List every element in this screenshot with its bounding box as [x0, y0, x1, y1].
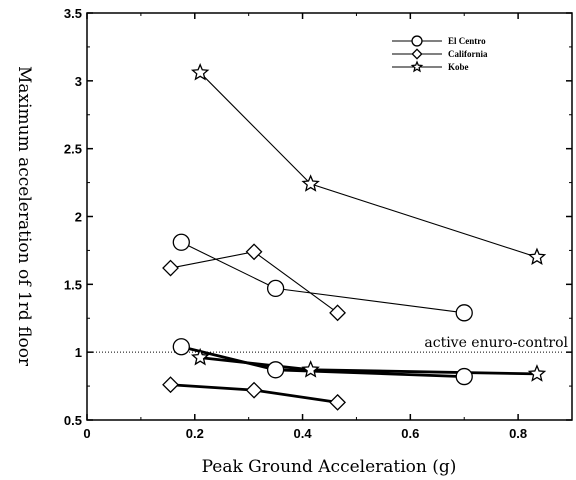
- series-line-california-uncontrolled: [170, 251, 338, 314]
- data-point-el-centro-uncontrolled: [266, 279, 285, 298]
- legend-label-kobe: Kobe: [448, 62, 469, 72]
- data-point-california-uncontrolled: [329, 304, 347, 322]
- data-point-el-centro-uncontrolled: [455, 304, 473, 322]
- y-tick-label: 2.5: [64, 142, 82, 157]
- legend-marker-el-centro: [411, 35, 423, 47]
- y-tick-label: 3: [75, 74, 82, 89]
- reference-line-label: active enuro-control: [424, 335, 568, 351]
- data-point-el-centro-controlled: [266, 361, 285, 379]
- legend-label-california: California: [448, 49, 488, 59]
- series-line-kobe-uncontrolled: [199, 72, 538, 258]
- data-point-kobe-uncontrolled: [527, 247, 547, 266]
- data-point-california-controlled: [162, 376, 179, 394]
- data-point-california-uncontrolled: [245, 243, 263, 261]
- legend-marker-california: [411, 48, 423, 60]
- y-axis-title: Maximum acceleration of 1rd floor: [14, 66, 34, 367]
- tick-labels: 0 0.2 0.4 0.6 0.8 0.5 1 1.5 2 2.5 3 3.5: [64, 6, 527, 441]
- x-axis-title: Peak Ground Acceleration (g): [202, 457, 457, 477]
- plot-area: [86, 12, 573, 421]
- y-tick-label: 2: [75, 210, 82, 225]
- data-point-kobe-controlled: [301, 360, 320, 378]
- ticks: [86, 12, 573, 421]
- x-tick-label: 0: [83, 426, 90, 441]
- x-tick-label: 0.4: [294, 426, 313, 441]
- plot-frame: [86, 12, 573, 421]
- y-tick-label: 1.5: [64, 277, 82, 292]
- data-point-el-centro-controlled: [455, 367, 473, 386]
- data-point-el-centro-controlled: [172, 338, 190, 356]
- data-point-kobe-controlled: [190, 347, 210, 366]
- y-tick-label: 1: [75, 345, 82, 360]
- y-tick-label: 3.5: [64, 6, 82, 21]
- legend: El Centro California Kobe: [392, 35, 488, 73]
- x-tick-label: 0.6: [401, 426, 419, 441]
- data-point-california-uncontrolled: [162, 259, 179, 277]
- y-tick-label: 0.5: [64, 413, 82, 428]
- data-point-kobe-uncontrolled: [301, 174, 320, 192]
- reference-line-group: active enuro-control: [87, 335, 569, 353]
- series-line-kobe-controlled: [200, 356, 537, 376]
- series-lines: [170, 72, 538, 404]
- data-point-kobe-uncontrolled: [190, 62, 210, 81]
- data-point-california-controlled: [329, 393, 347, 411]
- x-tick-label: 0.8: [509, 426, 527, 441]
- x-tick-label: 0.2: [186, 426, 204, 441]
- legend-label-el-centro: El Centro: [448, 36, 486, 46]
- data-point-el-centro-uncontrolled: [172, 233, 190, 251]
- series-markers: [162, 62, 547, 411]
- data-point-kobe-controlled: [527, 364, 547, 382]
- legend-marker-kobe: [410, 60, 424, 73]
- data-point-california-controlled: [245, 381, 263, 399]
